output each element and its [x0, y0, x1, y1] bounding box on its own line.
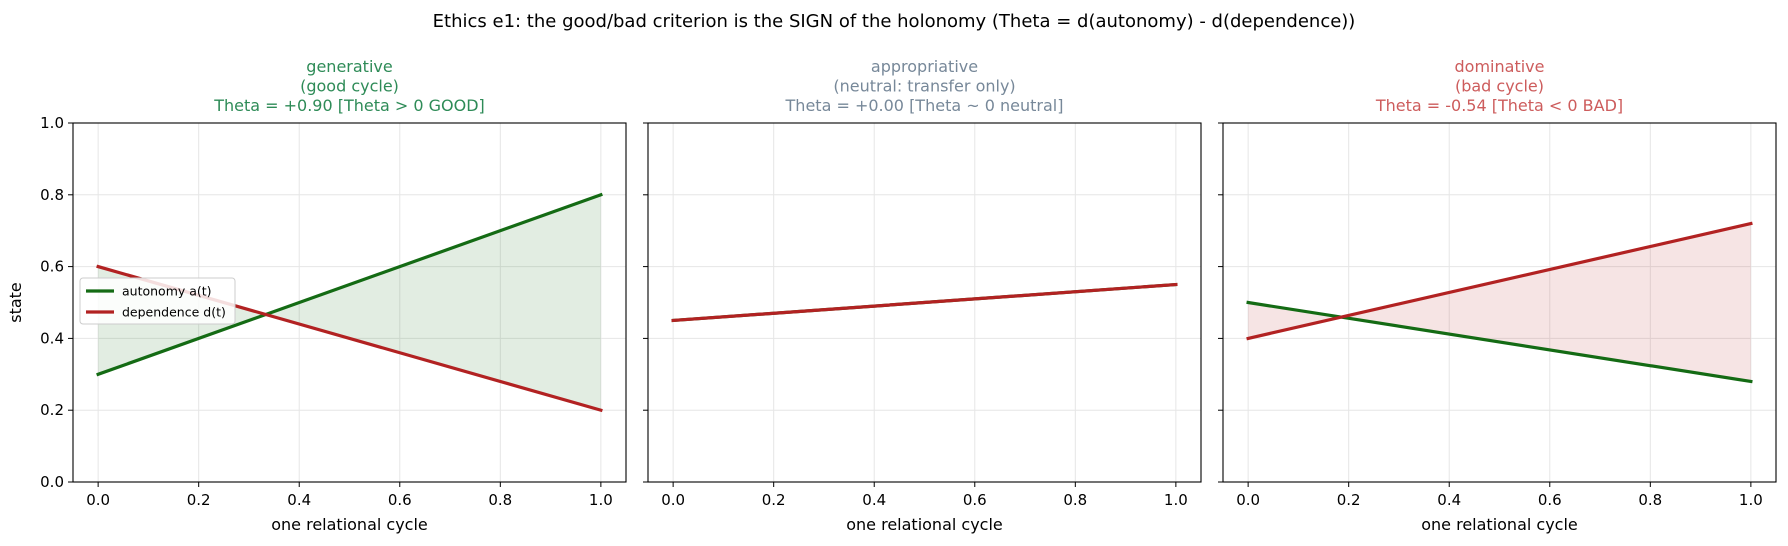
x-tick-label: 1.0	[1739, 491, 1763, 509]
x-tick-label: 0.0	[661, 491, 685, 509]
panel-title-line: (good cycle)	[300, 77, 399, 96]
series-line-autonomy	[96, 192, 603, 377]
x-axis-label: one relational cycle	[271, 515, 428, 534]
panel-1: 0.0 0.2 0.4 0.6 0.8 1.0 0.0 0.2 0.4 0.6 0.8 1.0 one …	[6, 57, 627, 534]
x-tick-label: 0.4	[862, 491, 886, 509]
x-tick-label: 1.0	[1164, 491, 1188, 509]
x-tick-label: 0.4	[287, 491, 311, 509]
y-tick-label: 0.2	[40, 401, 64, 419]
y-tick-label: 0.4	[40, 329, 64, 347]
panel-title-line: (bad cycle)	[1455, 77, 1544, 96]
x-tick-label: 0.2	[1337, 491, 1361, 509]
legend-entry: autonomy a(t)	[122, 284, 212, 299]
fill-between	[98, 194, 601, 411]
x-tick-label: 0.2	[187, 491, 211, 509]
x-axis-label: one relational cycle	[1421, 515, 1578, 534]
panel-3: 0.0 0.2 0.4 0.6 0.8 1.0 one relational cycle do…	[1218, 57, 1777, 534]
x-tick-label: 0.8	[488, 491, 512, 509]
x-tick-label: 0.0	[86, 491, 110, 509]
panel-2: 0.0 0.2 0.4 0.6 0.8 1.0 one relational cycle ap…	[643, 57, 1202, 534]
panel-title-line: Theta = +0.90 [Theta > 0 GOOD]	[213, 96, 485, 115]
x-tick-label: 0.6	[388, 491, 412, 509]
panel-title-line: dominative	[1455, 57, 1545, 76]
x-tick-label: 1.0	[589, 491, 613, 509]
x-tick-label: 0.8	[1063, 491, 1087, 509]
legend-entry: dependence d(t)	[122, 305, 226, 320]
x-tick-label: 0.0	[1236, 491, 1260, 509]
x-tick-label: 0.4	[1437, 491, 1461, 509]
panel-title-line: Theta = +0.00 [Theta ~ 0 neutral]	[785, 96, 1064, 115]
fill-between	[1248, 223, 1751, 382]
x-tick-label: 0.2	[762, 491, 786, 509]
panel-title-line: generative	[306, 57, 392, 76]
panel-title-line: (neutral: transfer only)	[833, 77, 1015, 96]
legend: autonomy a(t) dependence d(t)	[79, 277, 236, 325]
series-line-autonomy	[1246, 300, 1753, 384]
panel-title-line: appropriative	[871, 57, 978, 76]
x-tick-label: 0.8	[1638, 491, 1662, 509]
axes-frame	[647, 122, 1202, 483]
figure-title: Ethics e1: the good/bad criterion is the…	[433, 11, 1356, 32]
series-line-dependence	[1246, 221, 1753, 341]
y-tick-label: 0.6	[40, 258, 64, 276]
panel-title-line: Theta = -0.54 [Theta < 0 BAD]	[1375, 96, 1623, 115]
x-axis-label: one relational cycle	[846, 515, 1003, 534]
x-tick-label: 0.6	[1538, 491, 1562, 509]
y-axis-label: state	[6, 282, 25, 323]
y-tick-label: 0.8	[40, 186, 64, 204]
axes-frame	[1222, 122, 1777, 483]
axes-frame	[72, 122, 627, 483]
y-tick-label: 1.0	[40, 114, 64, 132]
legend-frame	[79, 277, 236, 325]
series-line-dependence	[671, 282, 1178, 323]
x-tick-label: 0.6	[963, 491, 987, 509]
y-tick-label: 0.0	[40, 473, 64, 491]
